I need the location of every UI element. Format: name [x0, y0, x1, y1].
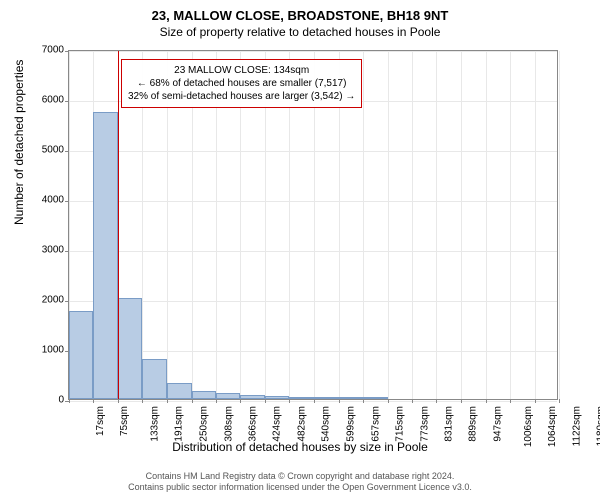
x-tick-label: 308sqm	[223, 406, 234, 442]
histogram-bar	[363, 397, 387, 399]
histogram-bar	[167, 383, 191, 400]
x-tick-label: 773sqm	[419, 406, 430, 442]
x-tick	[412, 399, 413, 403]
x-tick	[559, 399, 560, 403]
x-tick-label: 947sqm	[492, 406, 503, 442]
grid-line-v	[436, 51, 437, 399]
y-tick-label: 5000	[14, 145, 64, 156]
grid-line-v	[412, 51, 413, 399]
y-tick-label: 1000	[14, 345, 64, 356]
grid-line-v	[461, 51, 462, 399]
y-tick-label: 3000	[14, 245, 64, 256]
grid-line-v	[388, 51, 389, 399]
x-tick-label: 75sqm	[119, 406, 130, 436]
x-tick-label: 424sqm	[272, 406, 283, 442]
x-tick-label: 482sqm	[296, 406, 307, 442]
x-tick-label: 133sqm	[149, 406, 160, 442]
footer-line1: Contains HM Land Registry data © Crown c…	[0, 471, 600, 483]
x-tick-label: 715sqm	[395, 406, 406, 442]
histogram-bar	[142, 359, 166, 399]
x-tick-label: 191sqm	[174, 406, 185, 442]
x-tick-label: 1006sqm	[523, 406, 534, 447]
histogram-bar	[339, 397, 363, 400]
x-tick	[93, 399, 94, 403]
x-tick	[142, 399, 143, 403]
x-tick-label: 599sqm	[346, 406, 357, 442]
x-tick	[535, 399, 536, 403]
x-tick-label: 540sqm	[321, 406, 332, 442]
x-tick	[240, 399, 241, 403]
annotation-line2: ← 68% of detached houses are smaller (7,…	[128, 77, 355, 90]
histogram-bar	[289, 397, 313, 400]
x-tick	[289, 399, 290, 403]
x-tick	[339, 399, 340, 403]
footer: Contains HM Land Registry data © Crown c…	[0, 471, 600, 494]
x-tick	[216, 399, 217, 403]
x-tick	[118, 399, 119, 403]
x-tick-label: 250sqm	[199, 406, 210, 442]
x-tick	[167, 399, 168, 403]
y-tick-label: 6000	[14, 95, 64, 106]
chart-title: 23, MALLOW CLOSE, BROADSTONE, BH18 9NT	[0, 0, 600, 23]
histogram-bar	[314, 397, 338, 400]
x-tick	[436, 399, 437, 403]
histogram-bar	[118, 298, 142, 399]
histogram-bar	[192, 391, 216, 400]
x-tick	[510, 399, 511, 403]
grid-line-v	[535, 51, 536, 399]
x-tick	[69, 399, 70, 403]
x-tick-label: 1180sqm	[595, 406, 600, 446]
x-tick	[388, 399, 389, 403]
x-tick-label: 366sqm	[248, 406, 259, 442]
x-tick-label: 1064sqm	[547, 406, 558, 447]
y-tick-label: 7000	[14, 45, 64, 56]
grid-line-v	[486, 51, 487, 399]
grid-line-v	[510, 51, 511, 399]
histogram-bar	[216, 393, 240, 399]
x-tick-label: 657sqm	[370, 406, 381, 442]
x-tick	[363, 399, 364, 403]
y-tick-label: 2000	[14, 295, 64, 306]
histogram-bar	[240, 395, 264, 399]
annotation-line1: 23 MALLOW CLOSE: 134sqm	[128, 64, 355, 77]
annotation-line3: 32% of semi-detached houses are larger (…	[128, 90, 355, 103]
x-tick-label: 1122sqm	[571, 406, 582, 446]
x-tick-label: 17sqm	[95, 406, 106, 436]
histogram-bar	[93, 112, 117, 399]
histogram-bar	[265, 396, 289, 399]
y-tick-label: 0	[14, 395, 64, 406]
grid-line-v	[559, 51, 560, 399]
x-tick-label: 831sqm	[444, 406, 455, 442]
x-tick	[265, 399, 266, 403]
annotation-box: 23 MALLOW CLOSE: 134sqm ← 68% of detache…	[121, 59, 362, 108]
x-tick	[314, 399, 315, 403]
x-axis-label: Distribution of detached houses by size …	[0, 440, 600, 454]
chart-subtitle: Size of property relative to detached ho…	[0, 23, 600, 43]
x-tick	[192, 399, 193, 403]
x-tick	[461, 399, 462, 403]
histogram-bar	[69, 311, 93, 399]
x-tick-label: 889sqm	[468, 406, 479, 442]
y-tick-label: 4000	[14, 195, 64, 206]
plot-area: 23 MALLOW CLOSE: 134sqm ← 68% of detache…	[68, 50, 558, 400]
footer-line2: Contains public sector information licen…	[0, 482, 600, 494]
indicator-line	[118, 51, 119, 399]
x-tick	[486, 399, 487, 403]
grid-line-v	[363, 51, 364, 399]
